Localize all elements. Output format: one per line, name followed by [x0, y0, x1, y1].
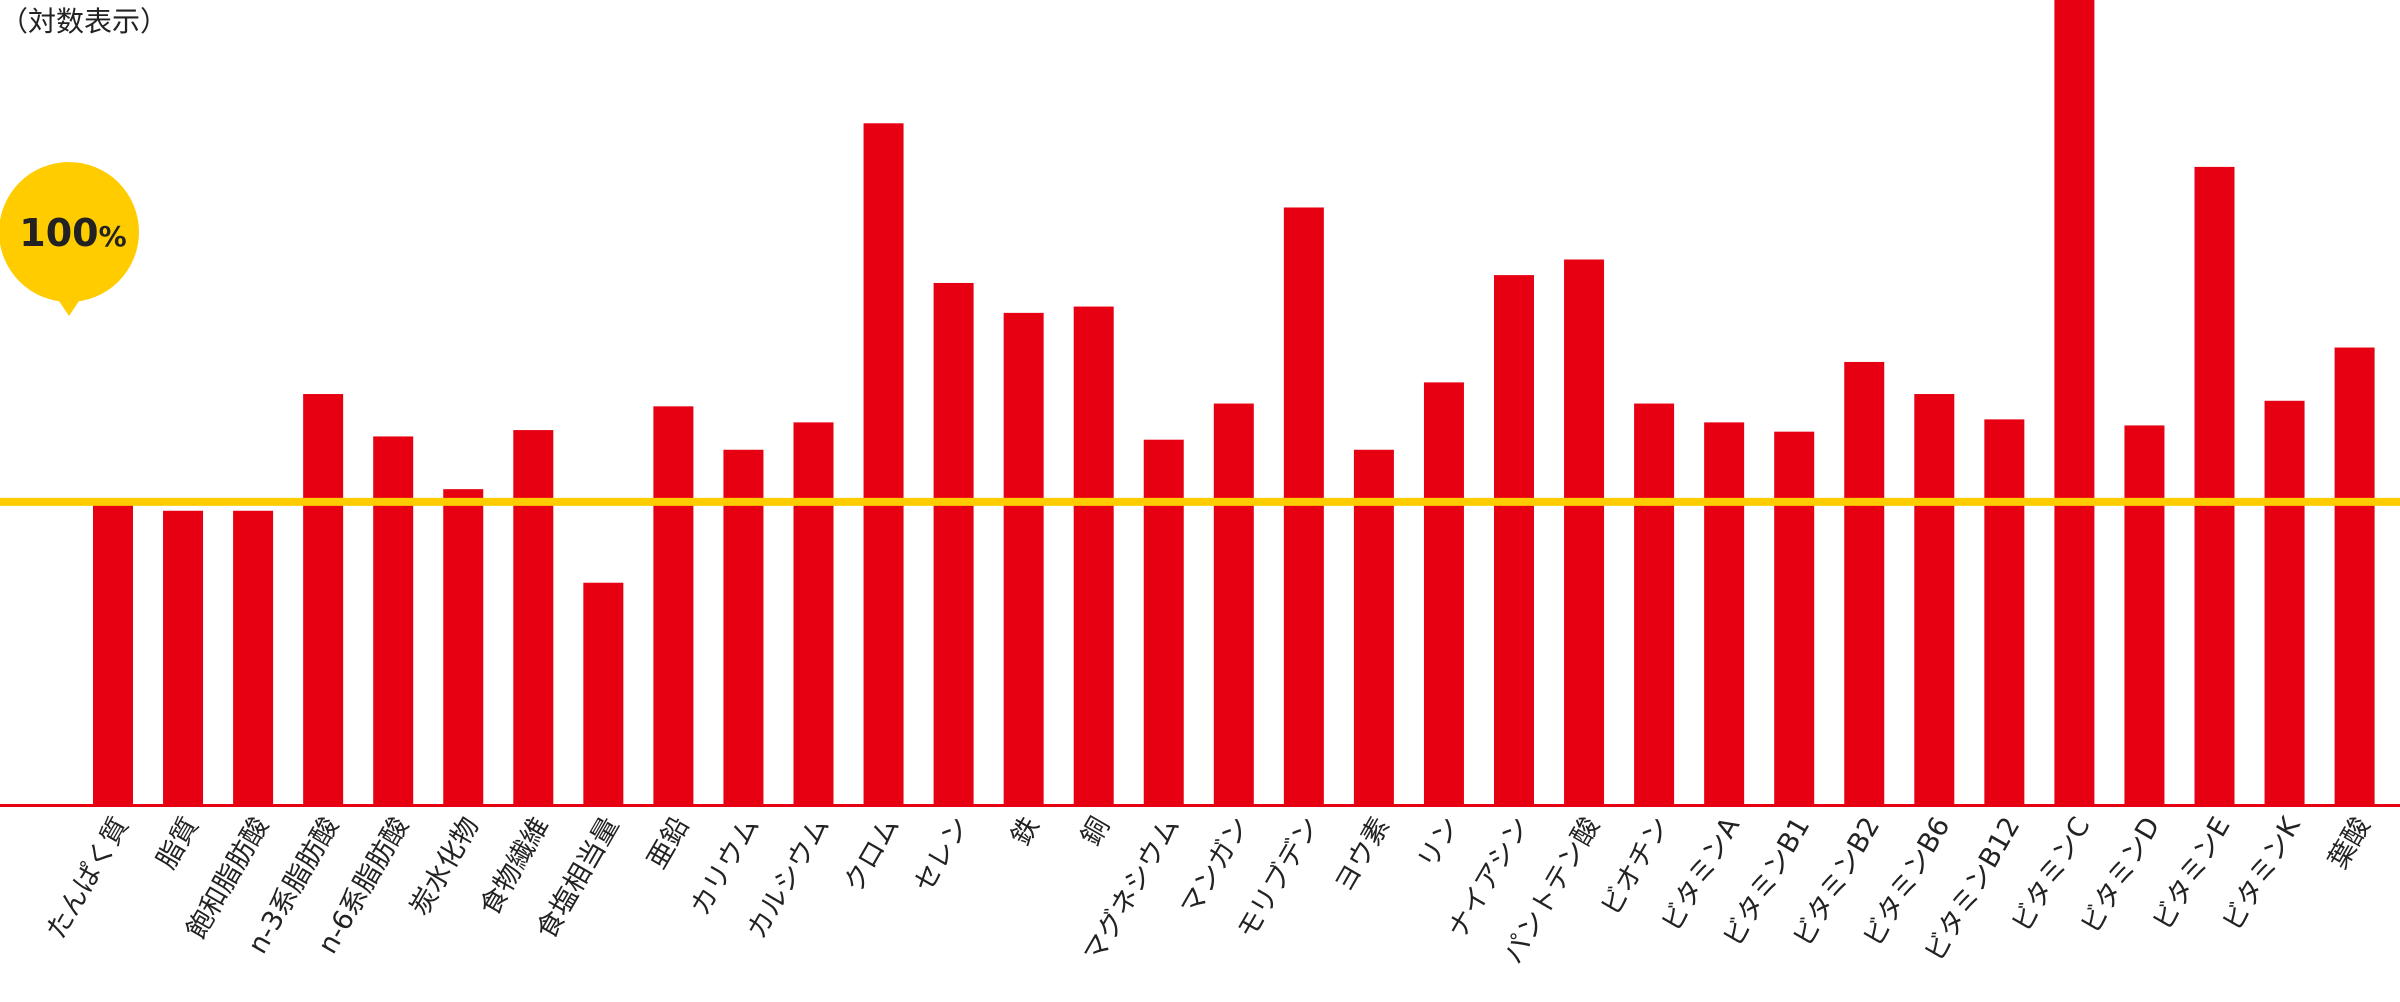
bar-13 [933, 282, 974, 804]
category-label-17: マンガン [1175, 812, 1256, 921]
reference-badge-label: 100% [19, 211, 126, 255]
bar-33 [2334, 347, 2375, 804]
category-label-23: ビオチン [1595, 812, 1676, 921]
bar-7 [513, 430, 554, 804]
bar-10 [723, 449, 764, 804]
category-label-7: 食物繊維 [475, 812, 556, 921]
category-label-1: たんぱく質 [41, 812, 135, 944]
bar-19 [1353, 449, 1394, 804]
bar-2 [163, 510, 204, 804]
reference-line-100 [0, 497, 2400, 506]
bar-14 [1003, 312, 1044, 804]
bar-23 [1634, 403, 1675, 804]
bar-4 [303, 394, 344, 804]
scale-note: （対数表示） [0, 5, 169, 38]
bar-28 [1984, 419, 2025, 804]
bar-22 [1564, 259, 1605, 805]
bar-15 [1073, 306, 1114, 804]
category-label-2: 脂質 [151, 812, 205, 874]
bar-11 [793, 422, 834, 804]
reference-badge-pointer [53, 292, 85, 316]
bar-26 [1844, 361, 1885, 804]
bar-8 [583, 582, 624, 804]
category-label-19: ヨウ素 [1329, 812, 1396, 898]
bar-31 [2194, 166, 2235, 804]
bar-24 [1704, 422, 1745, 804]
bar-17 [1213, 403, 1254, 804]
category-label-14: 鉄 [1005, 812, 1045, 851]
bar-29 [2054, 0, 2095, 804]
bar-16 [1143, 439, 1184, 804]
bar-12 [863, 123, 904, 804]
bar-25 [1774, 431, 1815, 804]
bar-27 [1914, 394, 1955, 804]
x-axis-line [0, 804, 2400, 807]
category-label-12: クロム [838, 812, 905, 898]
category-label-10: カリウム [685, 812, 766, 921]
bar-9 [653, 406, 694, 804]
category-label-33: 葉酸 [2323, 812, 2377, 874]
bar-1 [93, 501, 133, 804]
bar-32 [2264, 400, 2305, 804]
bar-3 [233, 510, 274, 804]
bar-30 [2124, 425, 2165, 804]
bar-21 [1494, 275, 1534, 804]
reference-badge [0, 162, 139, 302]
category-label-6: 炭水化物 [404, 812, 485, 921]
bar-6 [443, 489, 484, 804]
category-label-20: リン [1412, 812, 1466, 874]
category-label-13: セレン [908, 812, 975, 898]
category-label-15: 銅 [1075, 812, 1115, 851]
bar-5 [373, 436, 414, 804]
bar-20 [1423, 382, 1464, 804]
category-label-9: 亜鉛 [642, 812, 696, 874]
